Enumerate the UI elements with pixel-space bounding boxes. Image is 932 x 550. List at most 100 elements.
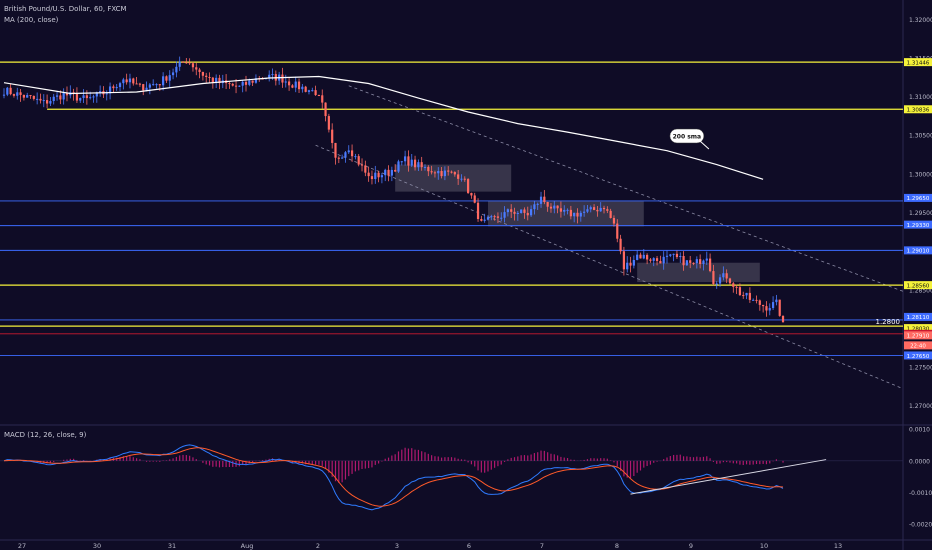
price-level-tag-text: 1.28030 <box>907 326 930 332</box>
candle-body <box>699 259 702 264</box>
candle-body <box>125 79 128 83</box>
candle-body <box>360 164 364 166</box>
candle-body <box>387 169 390 176</box>
candle-body <box>384 169 387 176</box>
candle-body <box>417 162 420 168</box>
candle-body <box>148 84 151 88</box>
candle-body <box>539 196 543 204</box>
countdown-tag <box>904 341 932 350</box>
price-level-tag <box>904 312 932 321</box>
candle-body <box>639 254 642 259</box>
candle-body <box>778 299 781 316</box>
candle-body <box>26 95 29 98</box>
candle-body <box>85 95 88 99</box>
candle-body <box>281 74 284 83</box>
candle-body <box>503 212 506 218</box>
candle-body <box>483 219 486 221</box>
candle-body <box>708 258 712 272</box>
candle-body <box>559 208 563 212</box>
candle-body <box>397 161 400 172</box>
macd-line <box>3 444 784 511</box>
candle-body <box>39 98 42 101</box>
candle-body <box>404 156 407 162</box>
candle-body <box>175 66 178 73</box>
macd-divergence-line <box>630 459 827 495</box>
candle-body <box>659 261 662 264</box>
candle-body <box>453 172 456 175</box>
candle-body <box>655 258 659 262</box>
time-tick-label: 30 <box>93 542 101 550</box>
candle-body <box>211 77 214 83</box>
candle-body <box>62 92 65 100</box>
candle-body <box>334 142 337 158</box>
candle-body <box>742 295 745 297</box>
candle-body <box>205 75 208 78</box>
price-level-tag-text: 1.27650 <box>907 354 930 360</box>
candle-body <box>145 87 148 91</box>
candle-body <box>218 77 221 84</box>
price-level-tag <box>904 58 932 67</box>
candle-body <box>16 92 19 96</box>
candle-body <box>536 203 539 205</box>
candle-body <box>307 90 311 92</box>
candle-body <box>49 101 52 104</box>
price-level-tag-text: 1.29650 <box>907 196 930 202</box>
candle-body <box>2 94 6 96</box>
macd-indicator-label: MACD (12, 26, close, 9) <box>4 431 87 439</box>
time-tick-label: 2 <box>316 542 320 550</box>
candle-body <box>254 78 258 83</box>
candle-body <box>460 178 463 180</box>
candle-body <box>248 80 251 85</box>
candle-body <box>324 102 327 117</box>
candle-body <box>19 92 22 95</box>
candle-body <box>423 166 427 168</box>
candle-body <box>291 85 294 88</box>
candle-body <box>152 84 155 86</box>
candle-body <box>314 90 317 96</box>
candle-body <box>526 212 529 216</box>
candle-body <box>762 304 765 307</box>
candle-body <box>231 83 234 86</box>
candle-body <box>718 277 722 284</box>
candle-body <box>321 95 324 103</box>
sma-annotation-pointer <box>698 139 710 150</box>
candle-body <box>662 256 665 264</box>
candle-body <box>722 273 725 278</box>
candle-body <box>420 162 423 168</box>
candle-body <box>370 176 374 180</box>
consolidation-box <box>395 164 512 192</box>
price-level-tag-text: 1.28110 <box>907 315 930 321</box>
price-level-tag <box>904 193 932 202</box>
candle-body <box>493 216 496 218</box>
time-tick-label: 9 <box>689 542 693 550</box>
candle-body <box>364 165 367 173</box>
candle-body <box>689 260 692 263</box>
candle-body <box>480 219 483 221</box>
price-tick-label: 1.29500 <box>909 210 932 217</box>
price-level-tag <box>904 281 932 290</box>
candle-body <box>506 209 509 213</box>
channel-lower-line <box>315 144 904 390</box>
candle-body <box>437 170 440 174</box>
candle-body <box>79 98 82 101</box>
candle-body <box>251 80 254 83</box>
candle-body <box>546 202 549 207</box>
macd-tick-label: -0.0010 <box>909 490 932 497</box>
candle-body <box>606 209 609 211</box>
candle-body <box>341 157 344 159</box>
last-price-text: 1.27910 <box>907 334 930 340</box>
time-tick-label: Aug <box>241 542 254 550</box>
candle-body <box>665 255 669 257</box>
candle-body <box>367 172 370 177</box>
candle-body <box>632 259 635 266</box>
candle-body <box>516 212 519 214</box>
candle-body <box>350 150 354 157</box>
candle-body <box>12 94 16 96</box>
candle-body <box>775 299 778 303</box>
candle-body <box>549 206 553 209</box>
candle-body <box>463 178 466 180</box>
candle-body <box>616 223 619 239</box>
candle-body <box>685 260 688 266</box>
candle-body <box>496 216 500 218</box>
